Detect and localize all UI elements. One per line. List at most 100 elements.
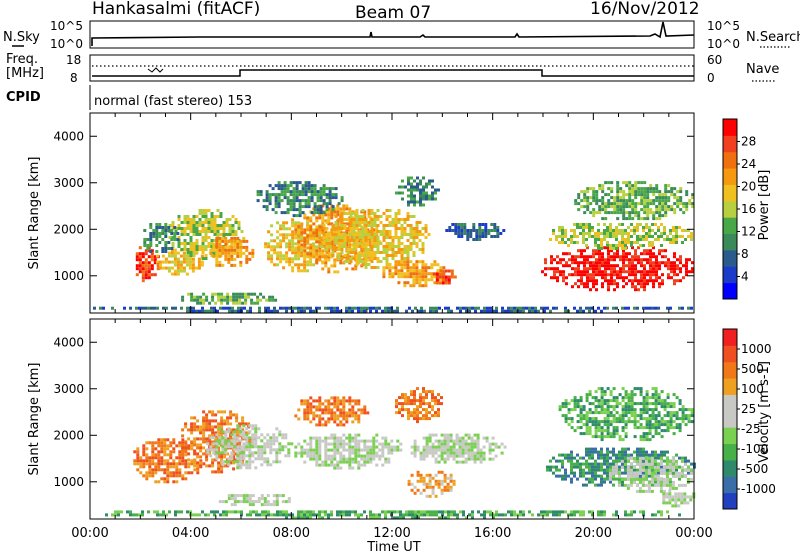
velocity-blob (558, 387, 694, 442)
power-blob (181, 292, 278, 305)
power-blob (319, 209, 431, 269)
nsearch-tick-bottom: 10^0 (707, 37, 740, 51)
freq-panel: Freq. [MHz] 18 8 60 0 Nave (6, 52, 779, 85)
power-blob (209, 236, 255, 267)
power-colorbar-tick-label: 28 (741, 135, 756, 149)
velocity-blob (395, 387, 443, 424)
freq-tick-top: 18 (66, 53, 81, 67)
power-ytick-label: 1000 (53, 269, 84, 283)
x-tick-label: 20:00 (575, 526, 612, 541)
velocity-colorbar-swatch (723, 427, 737, 445)
x-tick-label: 00:00 (675, 526, 712, 541)
nave-tick-top: 60 (707, 53, 722, 67)
power-colorbar-swatch (723, 282, 737, 300)
freq-unit: [MHz] (6, 66, 44, 81)
x-tick-label: 04:00 (172, 526, 209, 541)
power-blob (382, 260, 446, 288)
velocity-colorbar-swatch (723, 345, 737, 363)
power-blob (155, 248, 204, 276)
velocity-ylabel: Slant Range [km] (27, 363, 42, 476)
power-colorbar-label: Power [dB] (757, 170, 772, 241)
power-colorbar-swatch (723, 184, 737, 202)
velocity-colorbar-swatch (723, 492, 737, 510)
velocity-colorbar-tick-label: -25 (741, 422, 761, 436)
power-colorbar-tick-label: 16 (741, 202, 756, 216)
power-blob (256, 181, 344, 218)
velocity-colorbar-swatch (723, 329, 737, 346)
nave-label: Nave (746, 62, 779, 77)
freq-frame (89, 54, 695, 82)
power-ytick-label: 4000 (53, 129, 84, 143)
power-blob (93, 306, 693, 313)
power-colorbar-swatch (723, 151, 737, 169)
velocity-colorbar-swatch (723, 459, 737, 477)
power-heatmap (93, 176, 695, 313)
date-title: 16/Nov/2012 (590, 0, 700, 19)
velocity-colorbar-swatch (723, 361, 737, 379)
x-tick-label: 12:00 (373, 526, 410, 541)
velocity-ytick-label: 3000 (53, 382, 84, 396)
power-blob (574, 181, 695, 221)
power-panel: 1000 2000 3000 4000 Slant Range [km] (27, 112, 695, 314)
velocity-blob (294, 433, 403, 470)
power-blob (541, 246, 694, 292)
nsearch-tick-top: 10^5 (707, 19, 740, 33)
nsky-label: N.Sky (3, 30, 40, 45)
time-x-axis: 00:00 04:00 08:00 12:00 16:00 20:00 00:00 (71, 526, 712, 541)
nave-blip (147, 67, 164, 73)
power-y-axis: 1000 2000 3000 4000 (53, 113, 695, 313)
power-colorbar-swatch (723, 266, 737, 284)
velocity-colorbar-tick-label: -1000 (741, 482, 776, 496)
velocity-colorbar-swatch (723, 476, 737, 494)
x-tick-label: 00:00 (71, 526, 108, 541)
power-colorbar-tick-label: 12 (741, 225, 756, 239)
power-blob (143, 223, 180, 253)
velocity-panel: 1000 2000 3000 4000 Slant Range [km] (27, 318, 696, 520)
nsky-trace (91, 21, 695, 46)
velocity-colorbar-label: Velocity [m s-1] (757, 361, 772, 463)
velocity-blob (105, 510, 681, 520)
power-colorbar-tick-label: 24 (741, 157, 756, 171)
freq-tick-bottom: 8 (70, 71, 78, 85)
velocity-blob (294, 396, 370, 427)
freq-trace (92, 69, 694, 77)
velocity-blob (206, 424, 294, 470)
power-colorbar-swatch (723, 135, 737, 153)
power-colorbar-swatch (723, 200, 737, 218)
power-colorbar-tick-label: 4 (741, 270, 749, 284)
x-tick-label: 08:00 (273, 526, 310, 541)
power-colorbar-tick-label: 20 (741, 180, 756, 194)
velocity-blob (608, 456, 693, 493)
beam-title: Beam 07 (355, 3, 431, 23)
velocity-colorbar-tick-label: -100 (741, 442, 768, 456)
nsky-tick-top: 10^5 (50, 19, 83, 33)
cpid-text: normal (fast stereo) 153 (94, 94, 252, 109)
power-colorbar-swatch (723, 168, 737, 185)
power-colorbar: 4 8 12 16 20 24 28 (722, 118, 756, 300)
velocity-ytick-label: 1000 (53, 475, 84, 489)
velocity-plot-bg (90, 319, 694, 519)
cpid-panel: CPID normal (fast stereo) 153 (6, 85, 252, 110)
velocity-blob (410, 433, 507, 464)
power-colorbar-swatch (723, 217, 737, 235)
velocity-colorbar-tick-label: 500 (741, 362, 764, 376)
velocity-y-axis: 1000 2000 3000 4000 (53, 319, 695, 519)
velocity-colorbar-tick-label: 100 (741, 382, 764, 396)
velocity-ytick-label: 2000 (53, 428, 84, 442)
nsky-panel: N.Sky 10^5 10^0 10^5 10^0 N.Search (3, 19, 800, 51)
velocity-ytick-label: 4000 (53, 335, 84, 349)
power-blob (135, 246, 160, 283)
nave-tick-bottom: 0 (707, 71, 715, 85)
velocity-blob (218, 494, 291, 507)
power-blob (445, 223, 506, 241)
power-blob (395, 176, 440, 207)
nsky-tick-bottom: 10^0 (50, 37, 83, 51)
power-ylabel: Slant Range [km] (27, 157, 42, 270)
velocity-colorbar-frame (722, 328, 738, 510)
power-blob (549, 223, 693, 250)
velocity-colorbar-swatch (723, 394, 737, 412)
power-colorbar-swatch (723, 233, 737, 251)
station-title: Hankasalmi (fitACF) (92, 0, 260, 19)
nsearch-label: N.Search (746, 30, 800, 45)
